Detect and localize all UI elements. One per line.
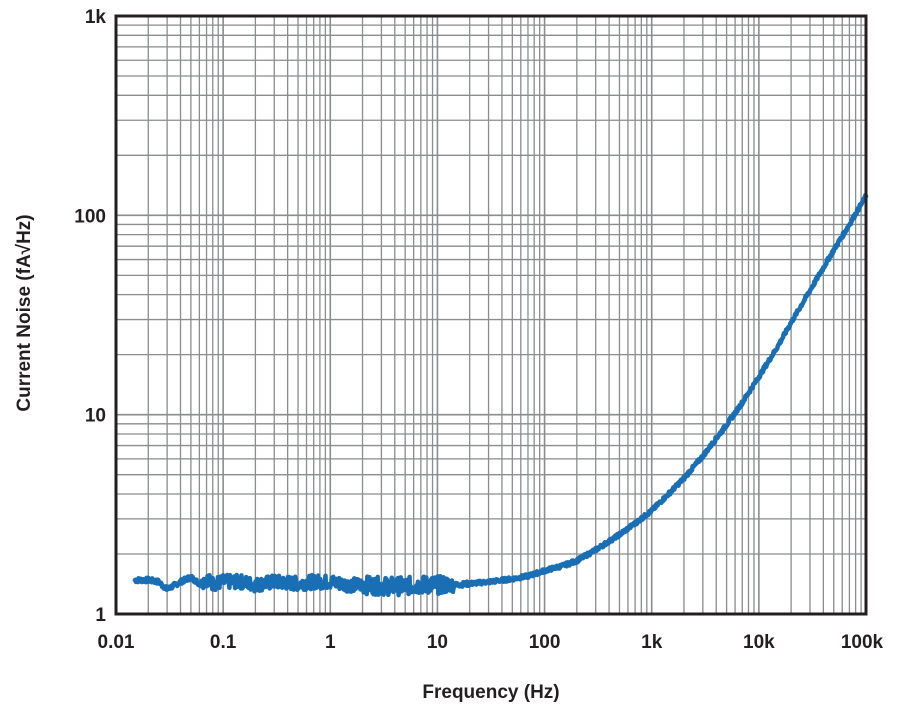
x-tick-label: 10 bbox=[427, 632, 448, 653]
x-axis-title: Frequency (Hz) bbox=[422, 682, 559, 703]
y-tick-label: 10 bbox=[85, 406, 106, 427]
x-tick-label: 100k bbox=[841, 632, 884, 653]
y-tick-labels: 1 10 100 1k bbox=[74, 7, 106, 626]
y-axis-title: Current Noise (fA√Hz) bbox=[14, 214, 35, 411]
grid-lines bbox=[115, 16, 866, 615]
x-tick-label: 10k bbox=[743, 632, 775, 653]
x-tick-label: 0.1 bbox=[210, 632, 237, 653]
plot-frame bbox=[114, 14, 868, 616]
y-tick-label: 1k bbox=[85, 7, 107, 28]
x-tick-label: 1k bbox=[641, 632, 663, 653]
x-tick-label: 100 bbox=[529, 632, 561, 653]
x-tick-label: 0.01 bbox=[98, 632, 135, 653]
y-tick-label: 100 bbox=[74, 206, 106, 227]
x-tick-label: 1 bbox=[325, 632, 336, 653]
y-tick-label: 1 bbox=[95, 605, 106, 626]
x-tick-labels: 0.01 0.1 1 10 100 1k 10k 100k bbox=[98, 632, 884, 653]
series-line-current-noise bbox=[132, 192, 869, 598]
